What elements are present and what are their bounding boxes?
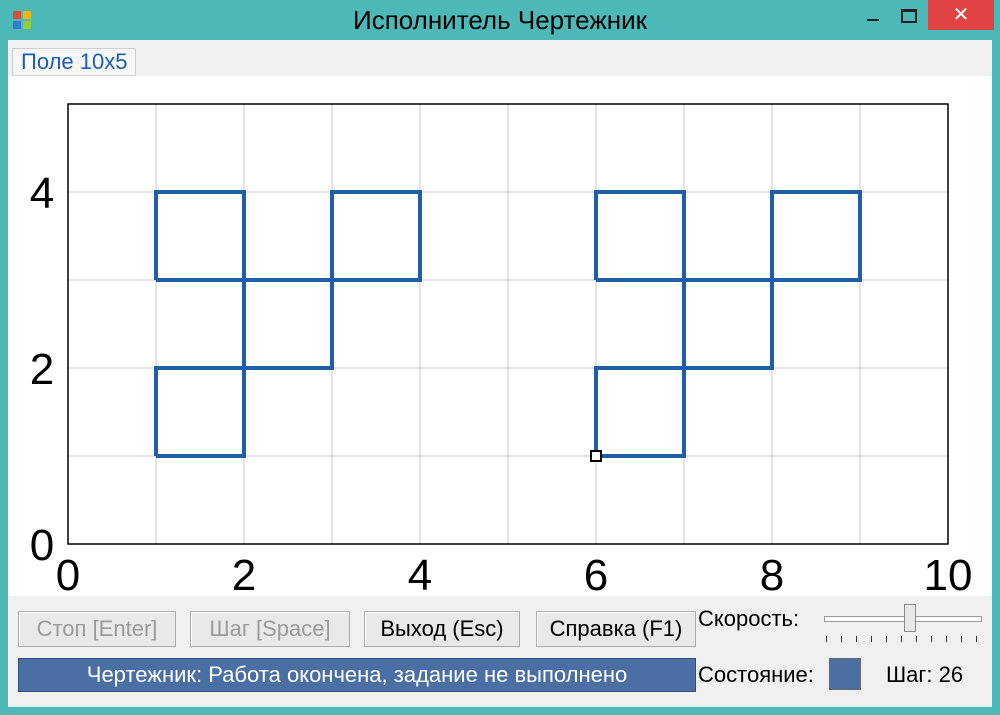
x-tick-label: 6 bbox=[584, 551, 608, 600]
step-button[interactable]: Шаг [Space] bbox=[190, 611, 350, 647]
drawn-path-segment bbox=[770, 190, 862, 282]
slider-tick bbox=[826, 636, 827, 642]
state-label: Состояние: bbox=[698, 662, 814, 687]
slider-tick bbox=[856, 636, 857, 642]
x-tick-label: 2 bbox=[232, 551, 256, 600]
slider-tick bbox=[916, 636, 917, 642]
title-bar[interactable]: Исполнитель Чертежник ✕ bbox=[0, 0, 1000, 40]
minimize-icon bbox=[867, 18, 879, 21]
close-icon: ✕ bbox=[952, 4, 970, 26]
menu-item-field[interactable]: Поле 10x5 bbox=[12, 48, 137, 76]
drawing-plot: 0 2 4 6 8 10 0 2 4 bbox=[30, 103, 973, 600]
slider-tick bbox=[961, 636, 962, 642]
drawing-canvas: 0 2 4 6 8 10 0 2 4 bbox=[8, 76, 992, 633]
slider-ticks bbox=[826, 636, 978, 642]
speed-slider[interactable] bbox=[824, 602, 982, 642]
y-tick-label: 4 bbox=[30, 169, 54, 218]
y-tick-label: 2 bbox=[30, 345, 54, 394]
drawn-path-segment bbox=[242, 278, 334, 370]
drawn-path-segment bbox=[682, 278, 774, 370]
pen-marker bbox=[590, 450, 602, 462]
slider-tick bbox=[841, 636, 842, 642]
drawn-path-segment bbox=[154, 366, 246, 458]
maximize-icon bbox=[901, 8, 917, 23]
drawn-path-segment bbox=[330, 190, 422, 282]
drawn-path-segment bbox=[154, 190, 246, 282]
stop-button[interactable]: Стоп [Enter] bbox=[18, 611, 176, 647]
slider-tick bbox=[901, 636, 902, 642]
slider-tick bbox=[946, 636, 947, 642]
app-icon bbox=[13, 11, 31, 29]
drawn-path-segment bbox=[594, 366, 686, 458]
window-title: Исполнитель Чертежник bbox=[353, 5, 647, 35]
drawn-path-segment bbox=[594, 190, 686, 282]
slider-thumb[interactable] bbox=[904, 604, 916, 632]
slider-tick bbox=[886, 636, 887, 642]
slider-track bbox=[824, 616, 982, 622]
step-counter: Шаг: 26 bbox=[886, 662, 964, 687]
field-border bbox=[67, 103, 949, 545]
control-panel: Стоп [Enter] Шаг [Space] Выход (Esc) Спр… bbox=[8, 596, 992, 707]
speed-label: Скорость: bbox=[698, 606, 800, 631]
y-tick-label: 0 bbox=[30, 521, 54, 570]
minimize-button[interactable] bbox=[857, 0, 889, 30]
maximize-button[interactable] bbox=[893, 0, 925, 30]
slider-tick bbox=[976, 636, 977, 642]
menu-bar: Поле 10x5 bbox=[8, 40, 992, 76]
status-message: Чертежник: Работа окончена, задание не в… bbox=[18, 658, 696, 692]
state-indicator bbox=[829, 658, 861, 690]
exit-button[interactable]: Выход (Esc) bbox=[364, 611, 520, 647]
client-area: Поле 10x5 0 2 4 6 8 10 0 2 4 Стоп [Enter] Шаг [S… bbox=[8, 40, 992, 707]
slider-tick bbox=[931, 636, 932, 642]
x-tick-label: 10 bbox=[924, 551, 973, 600]
close-button[interactable]: ✕ bbox=[928, 0, 994, 30]
x-tick-label: 4 bbox=[408, 551, 432, 600]
help-button[interactable]: Справка (F1) bbox=[536, 611, 696, 647]
slider-tick bbox=[871, 636, 872, 642]
x-tick-label: 8 bbox=[760, 551, 784, 600]
x-tick-label: 0 bbox=[56, 551, 80, 600]
